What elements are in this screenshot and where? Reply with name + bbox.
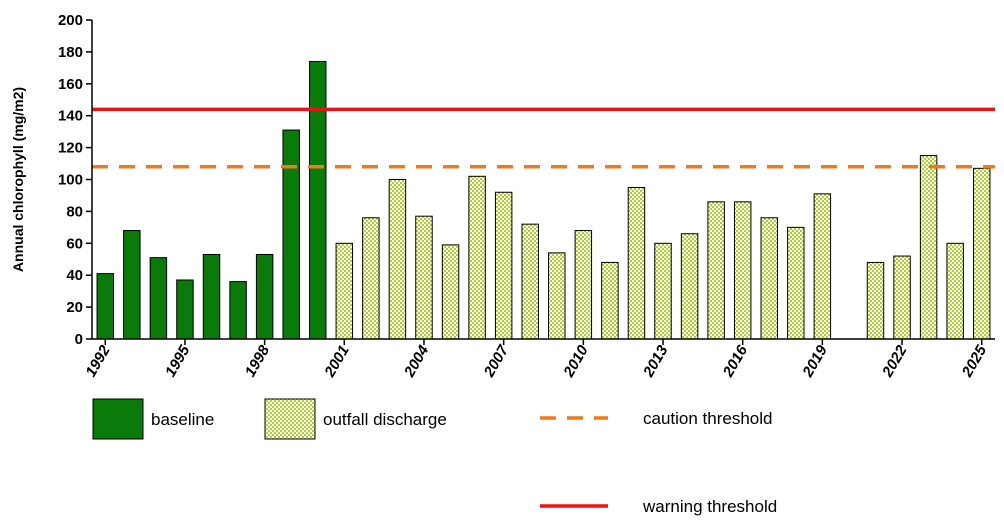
bar-baseline-1997 — [229, 281, 247, 340]
x-tick-label: 1998 — [242, 342, 274, 380]
legend-outfall-discharge-swatch — [264, 398, 316, 440]
y-tick-label: 20 — [66, 299, 83, 316]
x-tick-label: 2013 — [640, 342, 672, 381]
bar-outfall-discharge-2022 — [893, 255, 911, 340]
bar-outfall-discharge-2009 — [548, 252, 566, 340]
bar-baseline-1999 — [282, 129, 300, 340]
bar-baseline-2000 — [309, 60, 327, 340]
legend-warning-threshold-label: warning threshold — [642, 497, 777, 516]
bar-baseline-1992 — [96, 273, 115, 340]
bar-outfall-discharge-2005 — [441, 244, 460, 340]
bar-outfall-discharge-2021 — [866, 261, 885, 340]
bar-baseline-1993 — [123, 230, 141, 340]
bar-outfall-discharge-2015 — [707, 201, 725, 340]
x-tick-label: 2022 — [879, 342, 911, 381]
y-tick-label: 40 — [66, 267, 83, 284]
bar-baseline-1994 — [149, 257, 168, 340]
y-tick-label: 120 — [58, 140, 83, 157]
bar-outfall-discharge-2008 — [521, 223, 539, 340]
bar-outfall-discharge-2010 — [574, 230, 593, 340]
x-tick-label: 2004 — [401, 342, 433, 381]
bar-baseline-1998 — [255, 253, 274, 340]
bar-outfall-discharge-2017 — [760, 217, 778, 340]
x-tick-label: 2001 — [321, 343, 353, 381]
x-tick-label: 2019 — [799, 342, 831, 381]
y-tick-label: 160 — [58, 76, 83, 93]
x-tick-label: 2016 — [719, 342, 751, 381]
y-tick-label: 180 — [58, 44, 83, 61]
bar-outfall-discharge-2004 — [415, 215, 433, 340]
bar-outfall-discharge-2019 — [813, 193, 832, 340]
bar-outfall-discharge-2012 — [627, 186, 646, 340]
legend: baseline outfall discharge caution thresho… — [92, 398, 777, 516]
legend-caution-threshold-label: caution threshold — [643, 409, 772, 428]
legend-baseline-label: baseline — [151, 410, 214, 429]
plot-area: Annual chlorophyll (mg/m2) 0 20 40 60 80 100 12… — [10, 12, 995, 381]
bar-outfall-discharge-2013 — [654, 242, 672, 340]
bar-outfall-discharge-2023 — [919, 155, 938, 340]
y-tick-label: 140 — [58, 108, 83, 125]
x-tick-label: 1995 — [162, 342, 194, 380]
legend-baseline-swatch — [92, 398, 144, 440]
legend-outfall-discharge-label: outfall discharge — [323, 410, 447, 429]
bar-outfall-discharge-2011 — [601, 261, 619, 340]
y-tick-label: 60 — [66, 235, 83, 252]
bar-outfall-discharge-2018 — [787, 226, 805, 340]
bar-outfall-discharge-2002 — [362, 217, 380, 340]
bar-outfall-discharge-2024 — [946, 242, 964, 340]
bar-outfall-discharge-2016 — [733, 201, 752, 340]
bar-outfall-discharge-2003 — [388, 179, 407, 340]
x-tick-label: 2025 — [958, 342, 990, 381]
bar-baseline-1995 — [176, 279, 194, 340]
x-tick-label: 2010 — [560, 342, 592, 381]
bar-outfall-discharge-2007 — [494, 191, 513, 340]
bar-baseline-1996 — [202, 253, 221, 340]
y-tick-label: 0 — [75, 331, 83, 348]
bar-outfall-discharge-2025 — [972, 167, 991, 340]
bar-outfall-discharge-2014 — [680, 233, 699, 340]
bar-outfall-discharge-2001 — [335, 242, 354, 340]
y-tick-label: 100 — [58, 172, 83, 189]
x-tick-label: 2007 — [480, 342, 512, 381]
y-axis-label: Annual chlorophyll (mg/m2) — [10, 87, 26, 272]
bar-outfall-discharge-2006 — [468, 175, 486, 340]
y-tick-label: 200 — [58, 12, 83, 29]
y-tick-label: 80 — [66, 203, 83, 220]
x-tick-label: 1992 — [82, 342, 114, 380]
